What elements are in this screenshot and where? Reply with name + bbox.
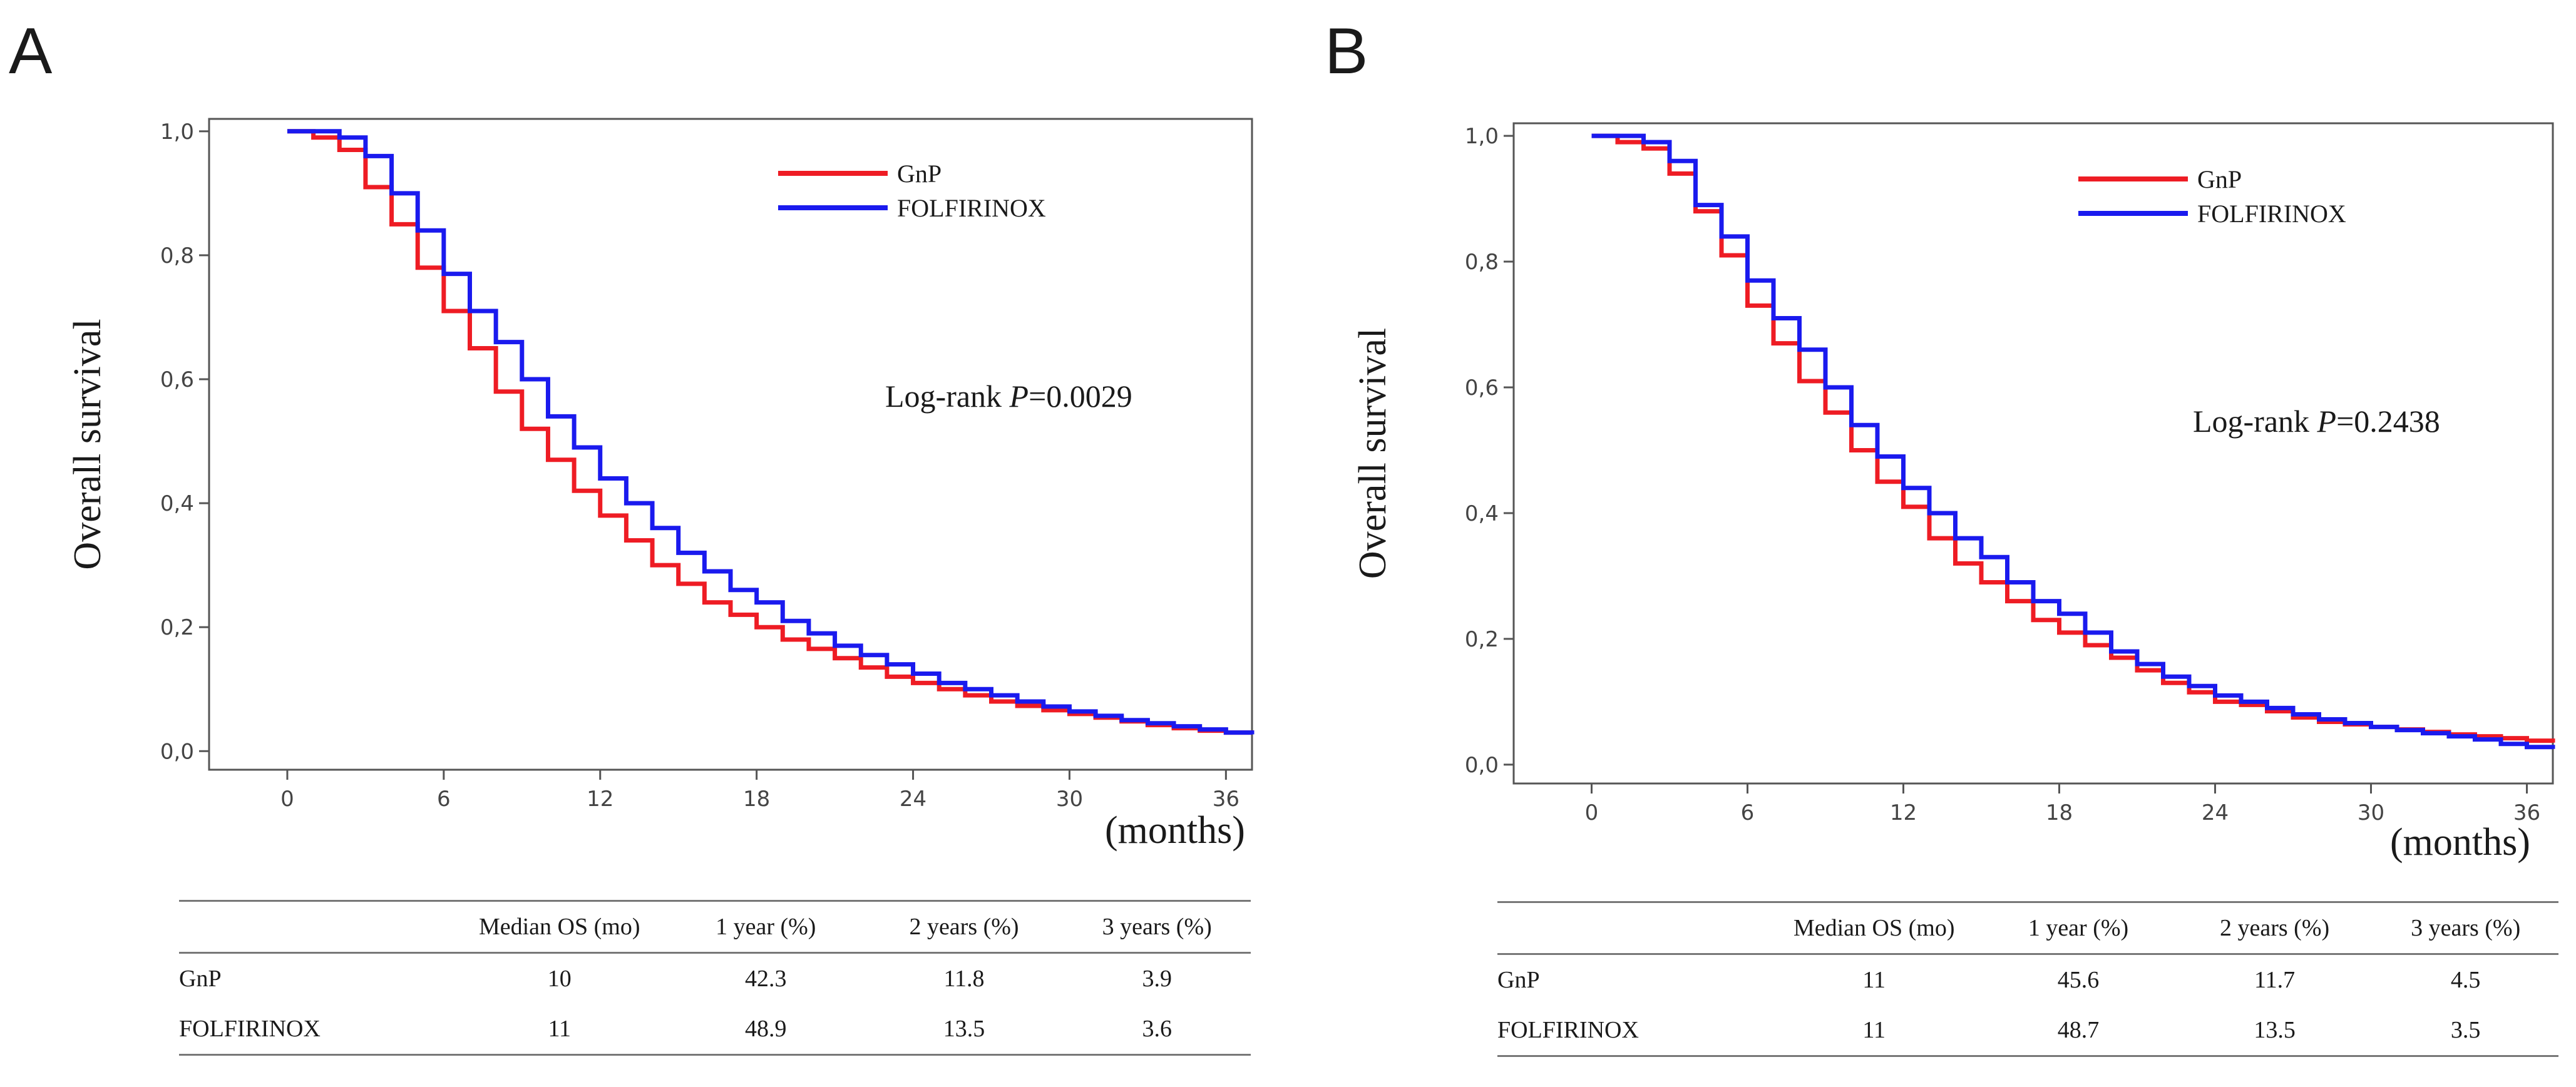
- y-tick-label: 0,4: [160, 491, 194, 516]
- legend-label: GnP: [897, 160, 942, 188]
- y-tick-label: 0,0: [1465, 753, 1499, 778]
- table-cell: 11: [548, 1016, 572, 1042]
- y-tick-label: 0,0: [160, 739, 194, 764]
- plot-frame: [208, 118, 1253, 771]
- x-tick-label: 6: [437, 787, 451, 812]
- log-rank-annotation: Log-rank P=0.2438: [2193, 404, 2440, 439]
- stats-table-a: Median OS (mo) 1 year (%) 2 years (%) 3 …: [179, 900, 1251, 1056]
- table-cell: GnP: [179, 966, 222, 992]
- table-cell: 11: [1862, 1017, 1886, 1043]
- plot-frame: [1512, 122, 2554, 785]
- table-cell: FOLFIRINOX: [1497, 1017, 1639, 1043]
- legend-label: FOLFIRINOX: [2197, 200, 2346, 228]
- table-header-cell: 3 years (%): [2411, 915, 2521, 941]
- y-axis-label: Overall survival: [1352, 328, 1394, 579]
- table-cell: GnP: [1497, 967, 1540, 993]
- table-row: GnP 10 42.3 11.8 3.9: [179, 953, 1251, 1004]
- annotation-prefix: Log-rank: [2193, 404, 2317, 439]
- survival-chart-a: 0,0 0,2 0,4 0,6 0,8 1,0 0 6 12 18 24 30 36 Overall su…: [66, 118, 1255, 852]
- x-axis-unit-label: (months): [2390, 821, 2530, 864]
- annotation-p: P: [2317, 404, 2337, 439]
- log-rank-annotation: Log-rank P=0.0029: [885, 379, 1132, 414]
- annotation-value: =0.0029: [1029, 379, 1132, 414]
- x-tick-label: 36: [2513, 800, 2540, 825]
- table-header-row: Median OS (mo) 1 year (%) 2 years (%) 3 …: [1497, 902, 2558, 954]
- table-cell: 42.3: [745, 966, 787, 992]
- y-tick-label: 0,2: [160, 615, 194, 640]
- panel-letter: A: [9, 15, 53, 88]
- annotation-value: =0.2438: [2336, 404, 2440, 439]
- legend-label: FOLFIRINOX: [897, 194, 1046, 222]
- x-axis-unit-label: (months): [1105, 809, 1245, 852]
- annotation-prefix: Log-rank: [885, 379, 1010, 414]
- table-header-cell: 3 years (%): [1102, 914, 1212, 940]
- panel-letter: B: [1325, 15, 1368, 88]
- x-tick-label: 24: [2202, 800, 2229, 825]
- x-tick-label: 0: [280, 787, 294, 812]
- y-tick-label: 0,6: [160, 367, 194, 392]
- y-tick-label: 0,2: [1465, 627, 1499, 652]
- y-tick-label: 0,8: [1465, 250, 1499, 275]
- table-cell: 3.5: [2450, 1017, 2481, 1043]
- x-tick-label: 30: [1056, 787, 1083, 812]
- survival-curve-gnp: [287, 129, 1255, 735]
- y-tick-label: 0,6: [1465, 375, 1499, 401]
- x-tick-label: 12: [587, 787, 613, 812]
- x-tick-label: 0: [1585, 800, 1599, 825]
- table-cell: 13.5: [943, 1016, 985, 1042]
- table-cell: 10: [547, 966, 572, 992]
- survival-curve-folfirinox: [287, 129, 1255, 735]
- y-tick-label: 1,0: [160, 120, 194, 145]
- x-tick-label: 18: [743, 787, 770, 812]
- y-tick-label: 1,0: [1465, 124, 1499, 149]
- table-cell: 11.7: [2254, 967, 2296, 993]
- table-cell: FOLFIRINOX: [179, 1016, 321, 1042]
- table-header-cell: 2 years (%): [909, 914, 1019, 940]
- table-cell: 13.5: [2254, 1017, 2296, 1043]
- x-tick-label: 6: [1741, 800, 1755, 825]
- x-tick-label: 12: [1890, 800, 1917, 825]
- table-cell: 3.9: [1142, 966, 1172, 992]
- legend-label: GnP: [2197, 165, 2242, 193]
- table-cell: 48.7: [2057, 1017, 2100, 1043]
- y-tick-label: 0,4: [1465, 501, 1499, 526]
- y-axis-label: Overall survival: [66, 319, 109, 569]
- table-header-cell: [1497, 902, 1768, 954]
- table-header-cell: 1 year (%): [2028, 915, 2129, 941]
- table-header-cell: Median OS (mo): [1793, 915, 1955, 941]
- survival-curve-folfirinox: [1591, 133, 2555, 750]
- survival-curve-gnp: [1591, 133, 2555, 743]
- table-header-row: Median OS (mo) 1 year (%) 2 years (%) 3 …: [179, 901, 1251, 953]
- x-tick-label: 30: [2358, 800, 2384, 825]
- table-cell: 11.8: [943, 966, 985, 992]
- x-tick-label: 36: [1213, 787, 1239, 812]
- table-header-cell: 1 year (%): [716, 914, 816, 940]
- table-cell: 11: [1862, 967, 1886, 993]
- stats-table-b: Median OS (mo) 1 year (%) 2 years (%) 3 …: [1497, 901, 2558, 1057]
- x-tick-label: 18: [2046, 800, 2073, 825]
- table-row: FOLFIRINOX 11 48.7 13.5 3.5: [1497, 1005, 2558, 1056]
- table-header-cell: [179, 901, 453, 953]
- panel-b: B 0,0 0,2 0,4 0,6 0,8 1,0 0 6 12 18 24 30 36 Overall …: [1288, 0, 2576, 1087]
- table-row: FOLFIRINOX 11 48.9 13.5 3.6: [179, 1004, 1251, 1055]
- annotation-p: P: [1009, 379, 1029, 414]
- x-tick-label: 24: [900, 787, 926, 812]
- table-header-cell: Median OS (mo): [478, 914, 640, 940]
- table-cell: 3.6: [1142, 1016, 1172, 1042]
- survival-chart-b: 0,0 0,2 0,4 0,6 0,8 1,0 0 6 12 18 24 30 36 Overall su…: [1352, 122, 2555, 864]
- table-header-cell: 2 years (%): [2219, 915, 2330, 941]
- panel-a: A 0,0 0,2 0,4 0,6 0,8 1,0 0 6 12 18 24 30 36 Overall …: [9, 15, 1255, 1056]
- table-cell: 45.6: [2057, 967, 2100, 993]
- y-tick-label: 0,8: [160, 243, 194, 268]
- table-cell: 4.5: [2450, 967, 2481, 993]
- table-row: GnP 11 45.6 11.7 4.5: [1497, 954, 2558, 1006]
- table-cell: 48.9: [745, 1016, 787, 1042]
